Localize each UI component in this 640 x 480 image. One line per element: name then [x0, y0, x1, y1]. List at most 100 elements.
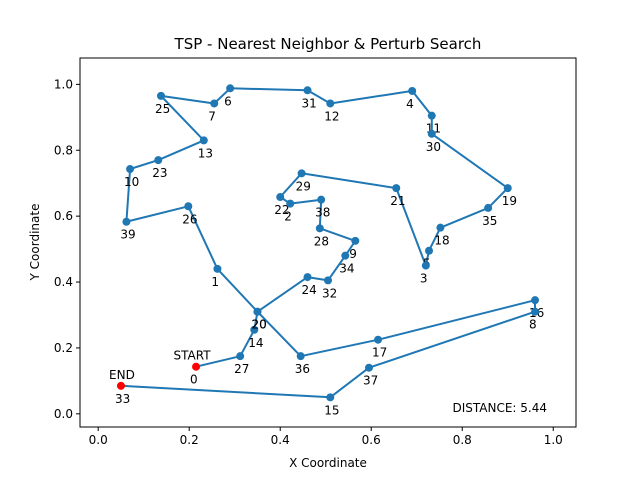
- city-point: [425, 246, 434, 255]
- city-point: [303, 86, 312, 95]
- city-point: [199, 136, 208, 145]
- city-label: 31: [302, 96, 317, 110]
- city-point: [374, 335, 383, 344]
- y-tick-label: 0.4: [54, 275, 73, 289]
- plot-frame: [79, 57, 577, 428]
- city-label: 36: [295, 362, 310, 376]
- y-tick-label: 0.6: [54, 209, 73, 223]
- x-tick-label: 0.4: [271, 433, 290, 447]
- plot-area: 0271420126391023132576311241130193518532…: [109, 84, 544, 417]
- city-label: 15: [324, 403, 339, 417]
- x-tick-label: 0.0: [89, 433, 108, 447]
- city-label: 0: [190, 373, 198, 387]
- city-label: 25: [155, 102, 170, 116]
- city-label: 38: [315, 206, 330, 220]
- city-point: [531, 307, 540, 316]
- city-point: [253, 307, 262, 316]
- x-tick-label: 1.0: [544, 433, 563, 447]
- city-point: [296, 352, 305, 361]
- start-label: START: [174, 349, 212, 363]
- city-label: 27: [234, 362, 249, 376]
- x-tick-label: 0.2: [180, 433, 199, 447]
- city-label: 6: [224, 94, 232, 108]
- city-point: [351, 236, 360, 245]
- city-point: [421, 261, 430, 270]
- y-tick-label: 1.0: [54, 77, 73, 91]
- distance-annotation: DISTANCE: 5.44: [452, 401, 547, 415]
- x-tick-label: 0.8: [453, 433, 472, 447]
- city-label: 8: [529, 318, 537, 332]
- city-point: [364, 363, 373, 372]
- city-point: [341, 251, 350, 260]
- city-point: [236, 352, 245, 361]
- city-point: [184, 202, 193, 211]
- city-point: [315, 224, 324, 233]
- city-point: [427, 129, 436, 138]
- city-label: 20: [251, 318, 266, 332]
- city-label: 17: [372, 346, 387, 360]
- city-label: 4: [406, 97, 414, 111]
- y-tick-label: 0.0: [54, 407, 73, 421]
- city-label: 9: [349, 247, 357, 261]
- city-point: [276, 193, 285, 202]
- end-label: END: [109, 368, 135, 382]
- x-tick-label: 0.6: [362, 433, 381, 447]
- city-point: [326, 99, 335, 108]
- city-point: [226, 84, 235, 93]
- city-label: 37: [363, 374, 378, 388]
- city-label: 34: [339, 262, 354, 276]
- city-label: 24: [302, 283, 317, 297]
- city-label: 30: [426, 140, 441, 154]
- city-point: [250, 325, 259, 334]
- city-label: 13: [198, 146, 213, 160]
- city-point: [436, 223, 445, 232]
- city-label: 35: [482, 214, 497, 228]
- city-label: 23: [152, 166, 167, 180]
- city-point: [484, 203, 493, 212]
- x-axis-label: X Coordinate: [289, 456, 367, 470]
- city-label: 10: [124, 175, 139, 189]
- axes: 0.0 0.2 0.4 0.6 0.8 1.0 0.0 0.2 0.4 0.6 0.8 1.0: [54, 77, 563, 447]
- city-label: 14: [248, 336, 263, 350]
- city-point: [126, 165, 135, 174]
- chart-title: TSP - Nearest Neighbor & Perturb Search: [174, 35, 482, 53]
- city-point: [154, 156, 163, 165]
- city-label: 7: [208, 109, 216, 123]
- city-point: [531, 296, 540, 305]
- city-label: 33: [115, 392, 130, 406]
- city-label: 12: [324, 109, 339, 123]
- city-label: 3: [420, 272, 428, 286]
- city-point: [213, 264, 222, 273]
- city-point: [326, 393, 335, 402]
- start-point: [192, 362, 201, 371]
- y-tick-label: 0.8: [54, 143, 73, 157]
- city-label: 18: [434, 234, 449, 248]
- end-point: [116, 381, 125, 390]
- city-point: [286, 199, 295, 208]
- city-label: 26: [182, 212, 197, 226]
- city-label: 2: [284, 210, 292, 224]
- city-point: [210, 99, 219, 108]
- city-point: [122, 217, 131, 226]
- city-label: 19: [502, 194, 517, 208]
- city-label: 28: [314, 234, 329, 248]
- city-point: [297, 169, 306, 178]
- city-label: 32: [322, 286, 337, 300]
- city-label: 21: [390, 194, 405, 208]
- city-label: 29: [296, 179, 311, 193]
- city-point: [427, 111, 436, 120]
- y-tick-label: 0.2: [54, 341, 73, 355]
- city-label: 1: [211, 275, 219, 289]
- city-point: [408, 86, 417, 95]
- city-label: 20: [251, 318, 266, 332]
- city-point: [392, 184, 401, 193]
- y-axis-label: Y Coordinate: [28, 204, 42, 282]
- city-label: 22: [274, 203, 289, 217]
- city-point: [503, 184, 512, 193]
- city-point: [156, 91, 165, 100]
- city-label: 39: [120, 228, 135, 242]
- city-point: [324, 276, 332, 285]
- city-point: [317, 195, 326, 204]
